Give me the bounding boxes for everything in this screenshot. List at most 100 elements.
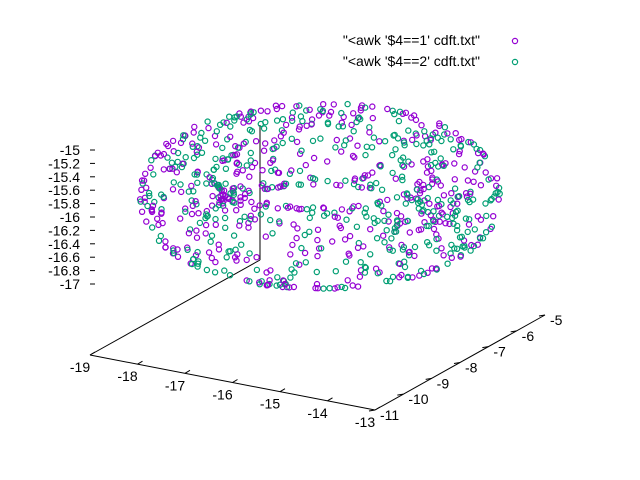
data-point-series-2 [464, 228, 471, 236]
data-point-series-1 [418, 121, 425, 129]
data-point-series-1 [287, 251, 294, 258]
data-point-series-1 [202, 221, 210, 229]
data-point-series-2 [185, 188, 192, 195]
data-point-series-2 [343, 216, 350, 223]
data-point-series-2 [367, 181, 374, 188]
data-point-series-1 [333, 136, 340, 144]
data-point-series-1 [338, 119, 345, 126]
data-point-series-2 [269, 230, 276, 237]
data-point-series-1 [280, 129, 287, 136]
data-point-series-1 [464, 177, 472, 184]
data-point-series-1 [420, 185, 427, 193]
data-point-series-2 [476, 235, 484, 242]
data-point-series-1 [406, 229, 413, 236]
data-point-series-2 [148, 224, 156, 231]
data-point-series-1 [396, 260, 404, 268]
data-point-series-1 [480, 151, 487, 158]
data-point-series-2 [451, 185, 459, 192]
legend-label-series-2: "<awk '$4==2' cdft.txt" [343, 53, 480, 69]
data-point-series-2 [454, 222, 461, 230]
data-point-series-2 [230, 189, 237, 196]
z-tick-label: -15 [60, 142, 80, 158]
data-point-series-1 [369, 169, 376, 176]
data-point-series-1 [438, 245, 445, 252]
data-point-series-2 [434, 134, 441, 141]
data-point-series-1 [169, 137, 177, 145]
data-point-series-1 [424, 269, 431, 276]
data-point-series-2 [201, 137, 209, 144]
data-point-series-1 [273, 105, 280, 113]
data-point-series-1 [315, 112, 323, 119]
data-point-series-2 [361, 263, 369, 271]
data-point-series-2 [212, 215, 219, 223]
data-point-series-2 [342, 137, 349, 144]
data-point-series-2 [430, 208, 437, 215]
data-point-series-1 [455, 150, 463, 158]
data-point-series-1 [440, 252, 447, 259]
data-point-series-1 [174, 246, 181, 253]
data-point-series-1 [282, 121, 290, 129]
data-point-series-1 [267, 159, 274, 166]
data-point-series-1 [267, 267, 274, 274]
data-point-series-1 [192, 197, 199, 205]
data-point-series-2 [488, 223, 496, 230]
data-point-series-1 [477, 181, 485, 189]
data-point-series-1 [138, 208, 146, 215]
data-point-series-2 [303, 107, 310, 114]
data-point-series-1 [233, 159, 241, 166]
data-point-series-1 [451, 160, 458, 167]
data-point-series-1 [263, 282, 270, 289]
data-point-series-1 [206, 174, 213, 181]
data-point-series-1 [384, 196, 391, 204]
data-point-series-1 [169, 165, 176, 172]
y-tick-label: -7 [493, 344, 506, 360]
data-point-series-2 [295, 181, 302, 188]
data-point-series-1 [354, 244, 362, 251]
data-point-series-2 [203, 213, 211, 220]
data-point-series-2 [279, 115, 287, 123]
data-point-series-2 [396, 108, 404, 116]
data-point-series-1 [354, 142, 361, 149]
data-point-series-2 [362, 264, 369, 271]
data-point-series-2 [324, 119, 332, 126]
data-point-series-2 [332, 268, 339, 275]
data-point-series-2 [202, 214, 209, 222]
data-point-series-2 [221, 267, 228, 274]
data-point-series-2 [203, 266, 211, 274]
data-point-series-2 [247, 215, 254, 223]
data-point-series-2 [213, 128, 220, 135]
data-point-series-1 [440, 192, 448, 199]
data-point-series-2 [438, 137, 445, 145]
data-point-series-1 [240, 140, 247, 147]
data-point-series-1 [153, 215, 161, 222]
data-point-series-2 [273, 117, 281, 124]
data-point-series-1 [446, 220, 453, 228]
data-point-series-1 [148, 208, 156, 216]
data-point-series-2 [212, 155, 219, 163]
data-point-series-2 [262, 203, 269, 210]
data-point-series-1 [141, 170, 149, 177]
data-point-series-2 [353, 223, 361, 230]
data-point-series-2 [286, 170, 294, 177]
data-point-series-1 [202, 230, 209, 237]
data-point-series-2 [188, 197, 195, 204]
data-point-series-2 [381, 217, 388, 224]
data-point-series-2 [399, 162, 406, 169]
data-point-series-2 [247, 111, 254, 118]
data-point-series-2 [168, 159, 176, 166]
y-tick-label: -9 [437, 375, 450, 391]
data-point-series-1 [195, 209, 202, 217]
data-point-series-2 [313, 268, 320, 276]
data-point-series-2 [383, 277, 390, 285]
x-tick [374, 406, 381, 411]
data-point-series-2 [221, 214, 229, 222]
data-point-series-2 [137, 198, 144, 205]
data-point-series-2 [273, 143, 280, 150]
data-point-series-1 [417, 187, 424, 194]
data-point-series-2 [174, 149, 182, 157]
data-point-series-2 [182, 153, 189, 161]
data-point-series-2 [160, 193, 167, 201]
y-tick-label: -10 [408, 391, 428, 407]
data-point-series-2 [212, 205, 219, 212]
